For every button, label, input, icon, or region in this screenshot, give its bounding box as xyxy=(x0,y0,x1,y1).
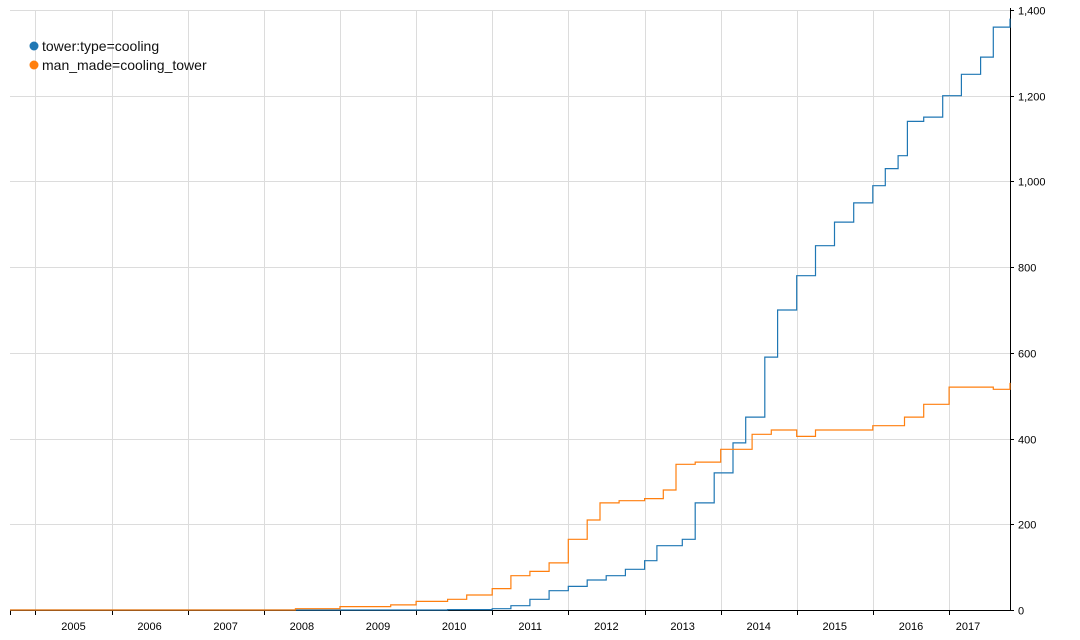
x-tick-label: 2015 xyxy=(823,621,847,633)
y-tick-label: 200 xyxy=(1018,520,1036,532)
y-tick-label: 1,200 xyxy=(1018,92,1046,104)
y-tick-label: 600 xyxy=(1018,349,1036,361)
y-tick-label: 1,000 xyxy=(1018,177,1046,189)
x-tick-label: 2007 xyxy=(213,621,237,633)
series-lines xyxy=(10,18,1011,611)
x-tick-label: 2012 xyxy=(594,621,618,633)
x-tick-label: 2010 xyxy=(442,621,466,633)
x-tick-label: 2009 xyxy=(366,621,390,633)
gridlines xyxy=(10,10,1010,610)
x-tick-label: 2016 xyxy=(899,621,923,633)
x-tick-label: 2008 xyxy=(290,621,314,633)
series-line-1 xyxy=(10,18,1011,611)
x-tick-label: 2011 xyxy=(518,621,542,633)
x-tick-label: 2005 xyxy=(61,621,85,633)
legend: tower:type=cooling man_made=cooling_tower xyxy=(29,38,207,73)
legend-marker-1 xyxy=(29,41,39,51)
x-tick-label: 2006 xyxy=(137,621,161,633)
legend-label-2: man_made=cooling_tower xyxy=(42,57,207,73)
x-tick-label: 2014 xyxy=(746,621,770,633)
axes: 0 200 400 600 800 1,000 1,200 1,400 2005 2006 2007… xyxy=(10,6,1046,633)
x-tick-label: 2017 xyxy=(956,621,980,633)
y-tick-label: 400 xyxy=(1018,435,1036,447)
legend-label-1: tower:type=cooling xyxy=(42,38,159,54)
series-line-2 xyxy=(10,382,1011,611)
legend-marker-2 xyxy=(29,60,39,70)
x-tick-label: 2013 xyxy=(670,621,694,633)
y-tick-label: 1,400 xyxy=(1018,6,1046,18)
y-tick-label: 800 xyxy=(1018,263,1036,275)
y-tick-label: 0 xyxy=(1018,606,1024,618)
